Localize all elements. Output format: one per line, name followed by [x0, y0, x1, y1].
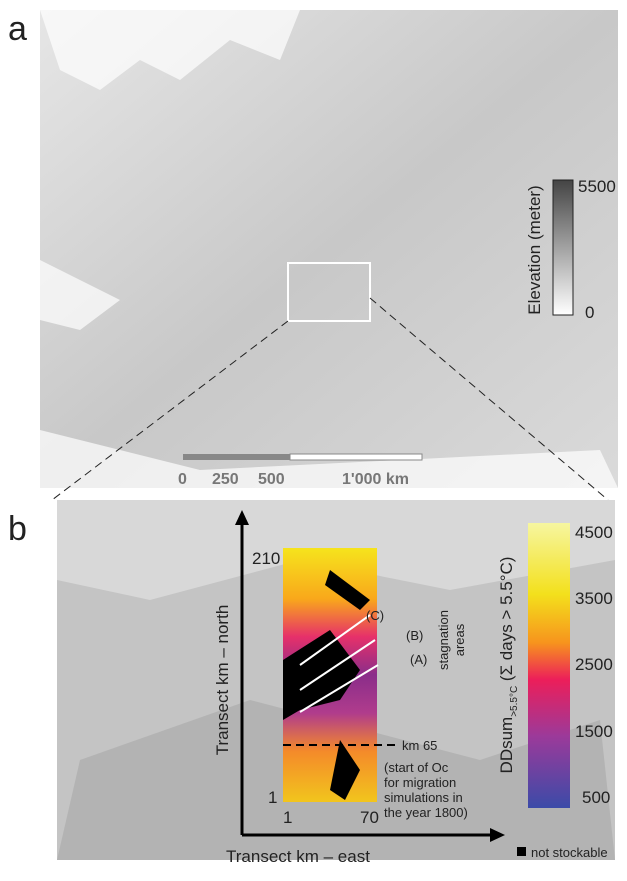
title-part: DDsum [497, 717, 516, 774]
scale-bar [183, 454, 290, 460]
annotation: the year 1800) [384, 805, 468, 820]
annotation: stagnation [436, 610, 451, 670]
panel-label: a [8, 10, 27, 48]
scale-label: 250 [212, 471, 239, 488]
scale-bar [290, 454, 422, 460]
scale-label: 1'000 km [342, 471, 409, 488]
annotation: (start of Oc [384, 760, 449, 775]
colorbar-label: 2500 [575, 655, 613, 674]
title-part: >5.5°C [509, 686, 520, 717]
colorbar-label: 3500 [575, 589, 613, 608]
annotation: areas [452, 623, 467, 656]
colorbar-label: 5500 [578, 177, 616, 196]
page: {"panel_a": {"label": "a", "colorbar": {… [0, 0, 627, 881]
legend-swatch [517, 847, 526, 856]
title-part: (Σ days > 5.5°C) [497, 557, 516, 686]
x-axis-title: Transect km – east [226, 847, 370, 866]
panel-label: b [8, 510, 27, 548]
y-axis-label: 1 [268, 788, 277, 807]
elevation-colorbar [553, 180, 573, 315]
colorbar-label: 1500 [575, 722, 613, 741]
figure: a 5500 0 Elevation (meter) 0 250 500 1'0… [0, 0, 627, 881]
y-axis-label: 210 [252, 549, 280, 568]
colorbar-title: Elevation (meter) [525, 185, 544, 314]
annotation: (A) [410, 652, 427, 667]
colorbar-label: 0 [585, 303, 594, 322]
colorbar-label: 500 [582, 788, 610, 807]
annotation: km 65 [402, 738, 437, 753]
scale-label: 0 [178, 471, 187, 488]
dd-colorbar [528, 523, 570, 808]
x-axis-label: 70 [360, 808, 379, 827]
x-axis-label: 1 [283, 808, 292, 827]
annotation: simulations in [384, 790, 463, 805]
annotation: for migration [384, 775, 456, 790]
scale-label: 500 [258, 471, 285, 488]
colorbar-label: 4500 [575, 523, 613, 542]
y-axis-title: Transect km – north [213, 605, 232, 756]
legend-label: not stockable [531, 845, 608, 860]
annotation: (B) [406, 628, 423, 643]
annotation: (C) [366, 608, 384, 623]
